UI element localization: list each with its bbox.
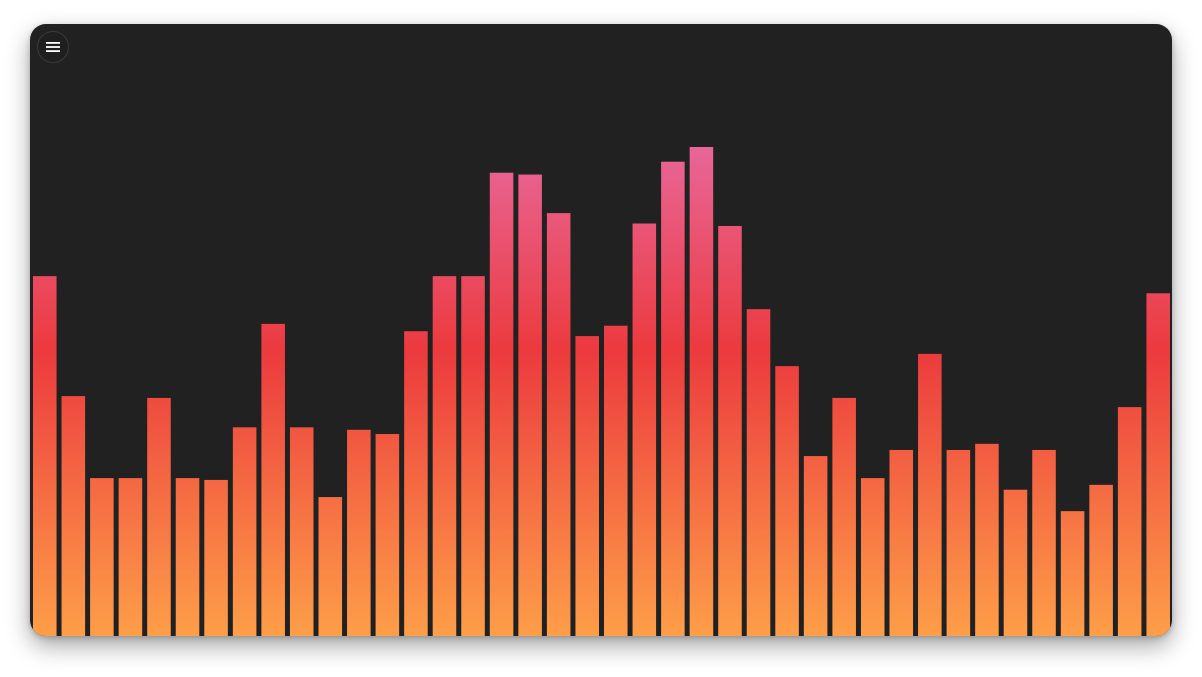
- audio-bar: [404, 331, 428, 636]
- audio-bar: [147, 397, 171, 636]
- audio-bar: [1117, 407, 1142, 636]
- audio-bar: [461, 276, 485, 636]
- audio-bar: [604, 325, 628, 636]
- audio-bar: [946, 449, 971, 636]
- audio-bar: [204, 479, 228, 636]
- audio-bar: [546, 213, 571, 636]
- audio-bar: [518, 174, 542, 636]
- audio-bar: [803, 456, 828, 636]
- audio-bar: [175, 478, 200, 636]
- audio-bar: [918, 353, 942, 636]
- audio-bar: [632, 223, 657, 636]
- audio-bar: [1060, 511, 1085, 636]
- audio-bar: [1146, 293, 1170, 636]
- audio-bar: [718, 225, 742, 636]
- hamburger-menu-icon: [46, 42, 60, 52]
- audio-bar: [1003, 489, 1028, 636]
- audio-bar: [232, 427, 257, 636]
- audio-bar: [746, 309, 771, 636]
- audio-bar: [1032, 449, 1056, 636]
- audio-bar: [432, 276, 457, 636]
- audio-bar: [375, 434, 400, 636]
- audio-bar: [775, 366, 799, 636]
- audio-bar: [261, 323, 285, 636]
- audio-bar: [318, 497, 343, 636]
- audio-bars: [33, 147, 1170, 636]
- visualizer-panel: [30, 24, 1172, 636]
- audio-bar: [90, 478, 114, 636]
- audio-bar: [889, 449, 914, 636]
- audio-bar: [1089, 484, 1113, 636]
- audio-bar: [860, 478, 885, 636]
- audio-bar: [118, 478, 143, 636]
- audio-bar: [689, 147, 714, 636]
- audio-bar: [61, 396, 86, 636]
- audio-bar: [489, 172, 514, 636]
- audio-bar: [33, 276, 57, 636]
- audio-bar: [347, 429, 371, 636]
- audio-bar: [661, 161, 685, 636]
- menu-button[interactable]: [37, 31, 69, 63]
- audio-bar: [575, 336, 599, 636]
- audio-bar: [832, 397, 856, 636]
- audio-bar: [289, 427, 314, 636]
- audio-bar: [975, 443, 999, 636]
